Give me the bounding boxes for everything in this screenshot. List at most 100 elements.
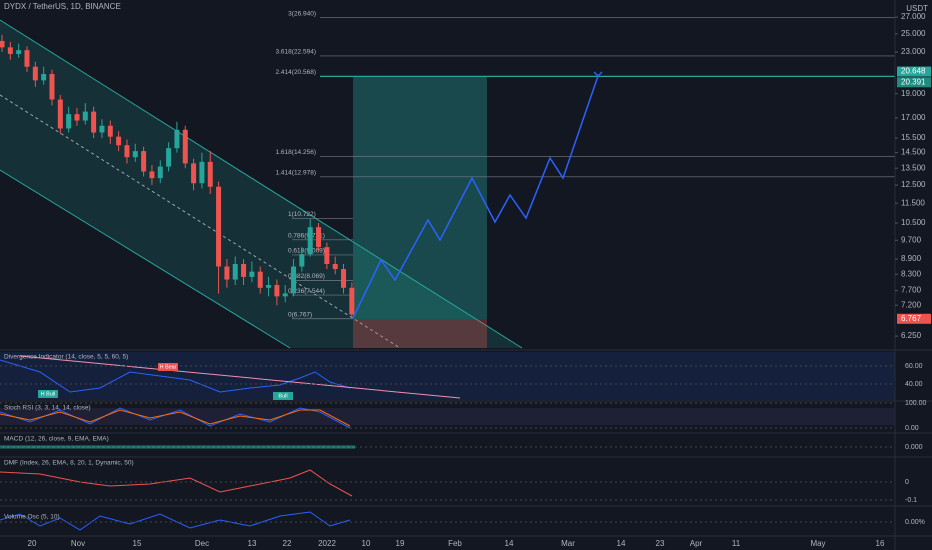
indicator-tick-label: -0.1	[905, 497, 917, 504]
candle-body	[82, 111, 88, 121]
divergence-tag	[273, 392, 293, 400]
candle-body	[41, 73, 47, 81]
candle-body	[132, 151, 138, 158]
fib-label: 0.236(7.544)	[288, 288, 325, 295]
x-tick-label: Dec	[195, 539, 209, 548]
fib-label: 1.414(12.978)	[276, 170, 316, 177]
candle-body	[74, 114, 80, 121]
candle-body	[124, 145, 130, 158]
divergence-tag	[38, 390, 58, 398]
stoch-band	[0, 408, 895, 425]
x-tick-label: 22	[283, 539, 292, 548]
candle-body	[57, 99, 63, 129]
divergence-band	[0, 352, 895, 400]
unit-label: USDT	[906, 4, 928, 13]
candle-body	[216, 186, 222, 267]
candle-body	[107, 125, 113, 137]
candle-body	[341, 269, 347, 288]
fib-label: 3(26.940)	[288, 10, 316, 17]
y-tick-label: 6.250	[901, 331, 922, 340]
x-tick-label: Nov	[71, 539, 85, 548]
price-badge-label: 20.648	[901, 67, 926, 76]
x-tick-label: 23	[656, 539, 665, 548]
candle-body	[149, 171, 155, 179]
price-badge	[897, 77, 931, 88]
x-tick-label: 20	[28, 539, 37, 548]
indicator-tick-label: 0	[905, 479, 909, 486]
candle-body	[257, 271, 263, 288]
indicator-tick-label: 0.000	[905, 444, 923, 451]
candle-body	[241, 263, 247, 277]
candle-body	[16, 50, 22, 54]
channel-mid	[0, 94, 401, 349]
indicator-tick-label: 100.00	[905, 400, 927, 407]
candle-body	[141, 151, 147, 172]
candle-body	[166, 148, 172, 167]
fib-label: 1(10.722)	[288, 211, 316, 218]
y-tick-label: 7.700	[901, 286, 922, 295]
candle-body	[99, 125, 105, 133]
candle-body	[199, 161, 205, 184]
volume-osc-line	[0, 511, 351, 531]
price-badge-label: 6.767	[901, 314, 922, 323]
y-tick-label: 14.500	[901, 148, 926, 157]
stoch-k	[0, 407, 351, 429]
y-tick-label: 17.000	[901, 113, 926, 122]
indicator-label: MACD (12, 26, close, 9, EMA, EMA)	[4, 436, 109, 443]
x-tick-label: 14	[617, 539, 626, 548]
candle-body	[282, 293, 288, 297]
candle-body	[266, 285, 272, 288]
candle-body	[349, 287, 355, 315]
channel-upper	[0, 19, 523, 349]
x-tick-label: 16	[876, 539, 885, 548]
indicator-tick-label: 0.00	[905, 425, 919, 432]
y-tick-label: 8.900	[901, 254, 922, 263]
divergence-tag-label: H Bull	[41, 391, 56, 397]
x-tick-label: 15	[133, 539, 142, 548]
candle-body	[24, 50, 30, 67]
fib-label: 3.618(22.594)	[276, 49, 316, 56]
y-tick-label: 9.700	[901, 235, 922, 244]
divergence-tag	[158, 363, 178, 371]
stop-zone	[353, 319, 487, 348]
candle-body	[324, 247, 330, 264]
candle-body	[182, 129, 188, 164]
candle-body	[0, 40, 5, 48]
x-tick-label: Mar	[561, 539, 575, 548]
stoch-d	[0, 409, 351, 427]
price-badge	[897, 313, 931, 324]
y-tick-label: 23.000	[901, 47, 926, 56]
candle-body	[299, 254, 305, 267]
y-tick-label: 13.500	[901, 163, 926, 172]
channel-lower	[0, 169, 291, 349]
target-zone	[353, 76, 487, 319]
candle-body	[116, 136, 122, 146]
dmf-line	[0, 469, 353, 497]
price-badge-label: 20.391	[901, 77, 926, 86]
candle-body	[7, 47, 13, 54]
fib-label: 0.382(8.069)	[288, 273, 325, 280]
indicator-tick-label: 40.00	[905, 381, 923, 388]
candle-body	[232, 263, 238, 280]
fib-label: 1.618(14.256)	[276, 149, 316, 156]
x-tick-label: Feb	[448, 539, 462, 548]
candle-body	[66, 114, 72, 129]
fib-label: 2.414(20.568)	[276, 69, 316, 76]
projection-path	[352, 71, 603, 319]
y-tick-label: 27.000	[901, 12, 926, 21]
price-badge	[897, 66, 931, 77]
divergence-tag-label: H Bear	[159, 364, 176, 370]
indicator-label: Stoch RSI (3, 3, 14, 14, close)	[4, 405, 91, 412]
y-tick-label: 8.300	[901, 269, 922, 278]
x-tick-label: Apr	[690, 539, 703, 548]
x-tick-label: 10	[362, 539, 371, 548]
fib-label: 0.618(9.069)	[288, 248, 325, 255]
y-tick-label: 7.200	[901, 300, 922, 309]
y-tick-label: 12.500	[901, 180, 926, 189]
indicator-label: Divergence Indicator (14, close, 5, 5, 6…	[4, 354, 128, 361]
y-tick-label: 19.000	[901, 89, 926, 98]
x-tick-label: May	[810, 539, 825, 548]
indicator-label: DMF (Index, 26, EMA, 8, 20, 1, Dynamic, …	[4, 460, 134, 467]
